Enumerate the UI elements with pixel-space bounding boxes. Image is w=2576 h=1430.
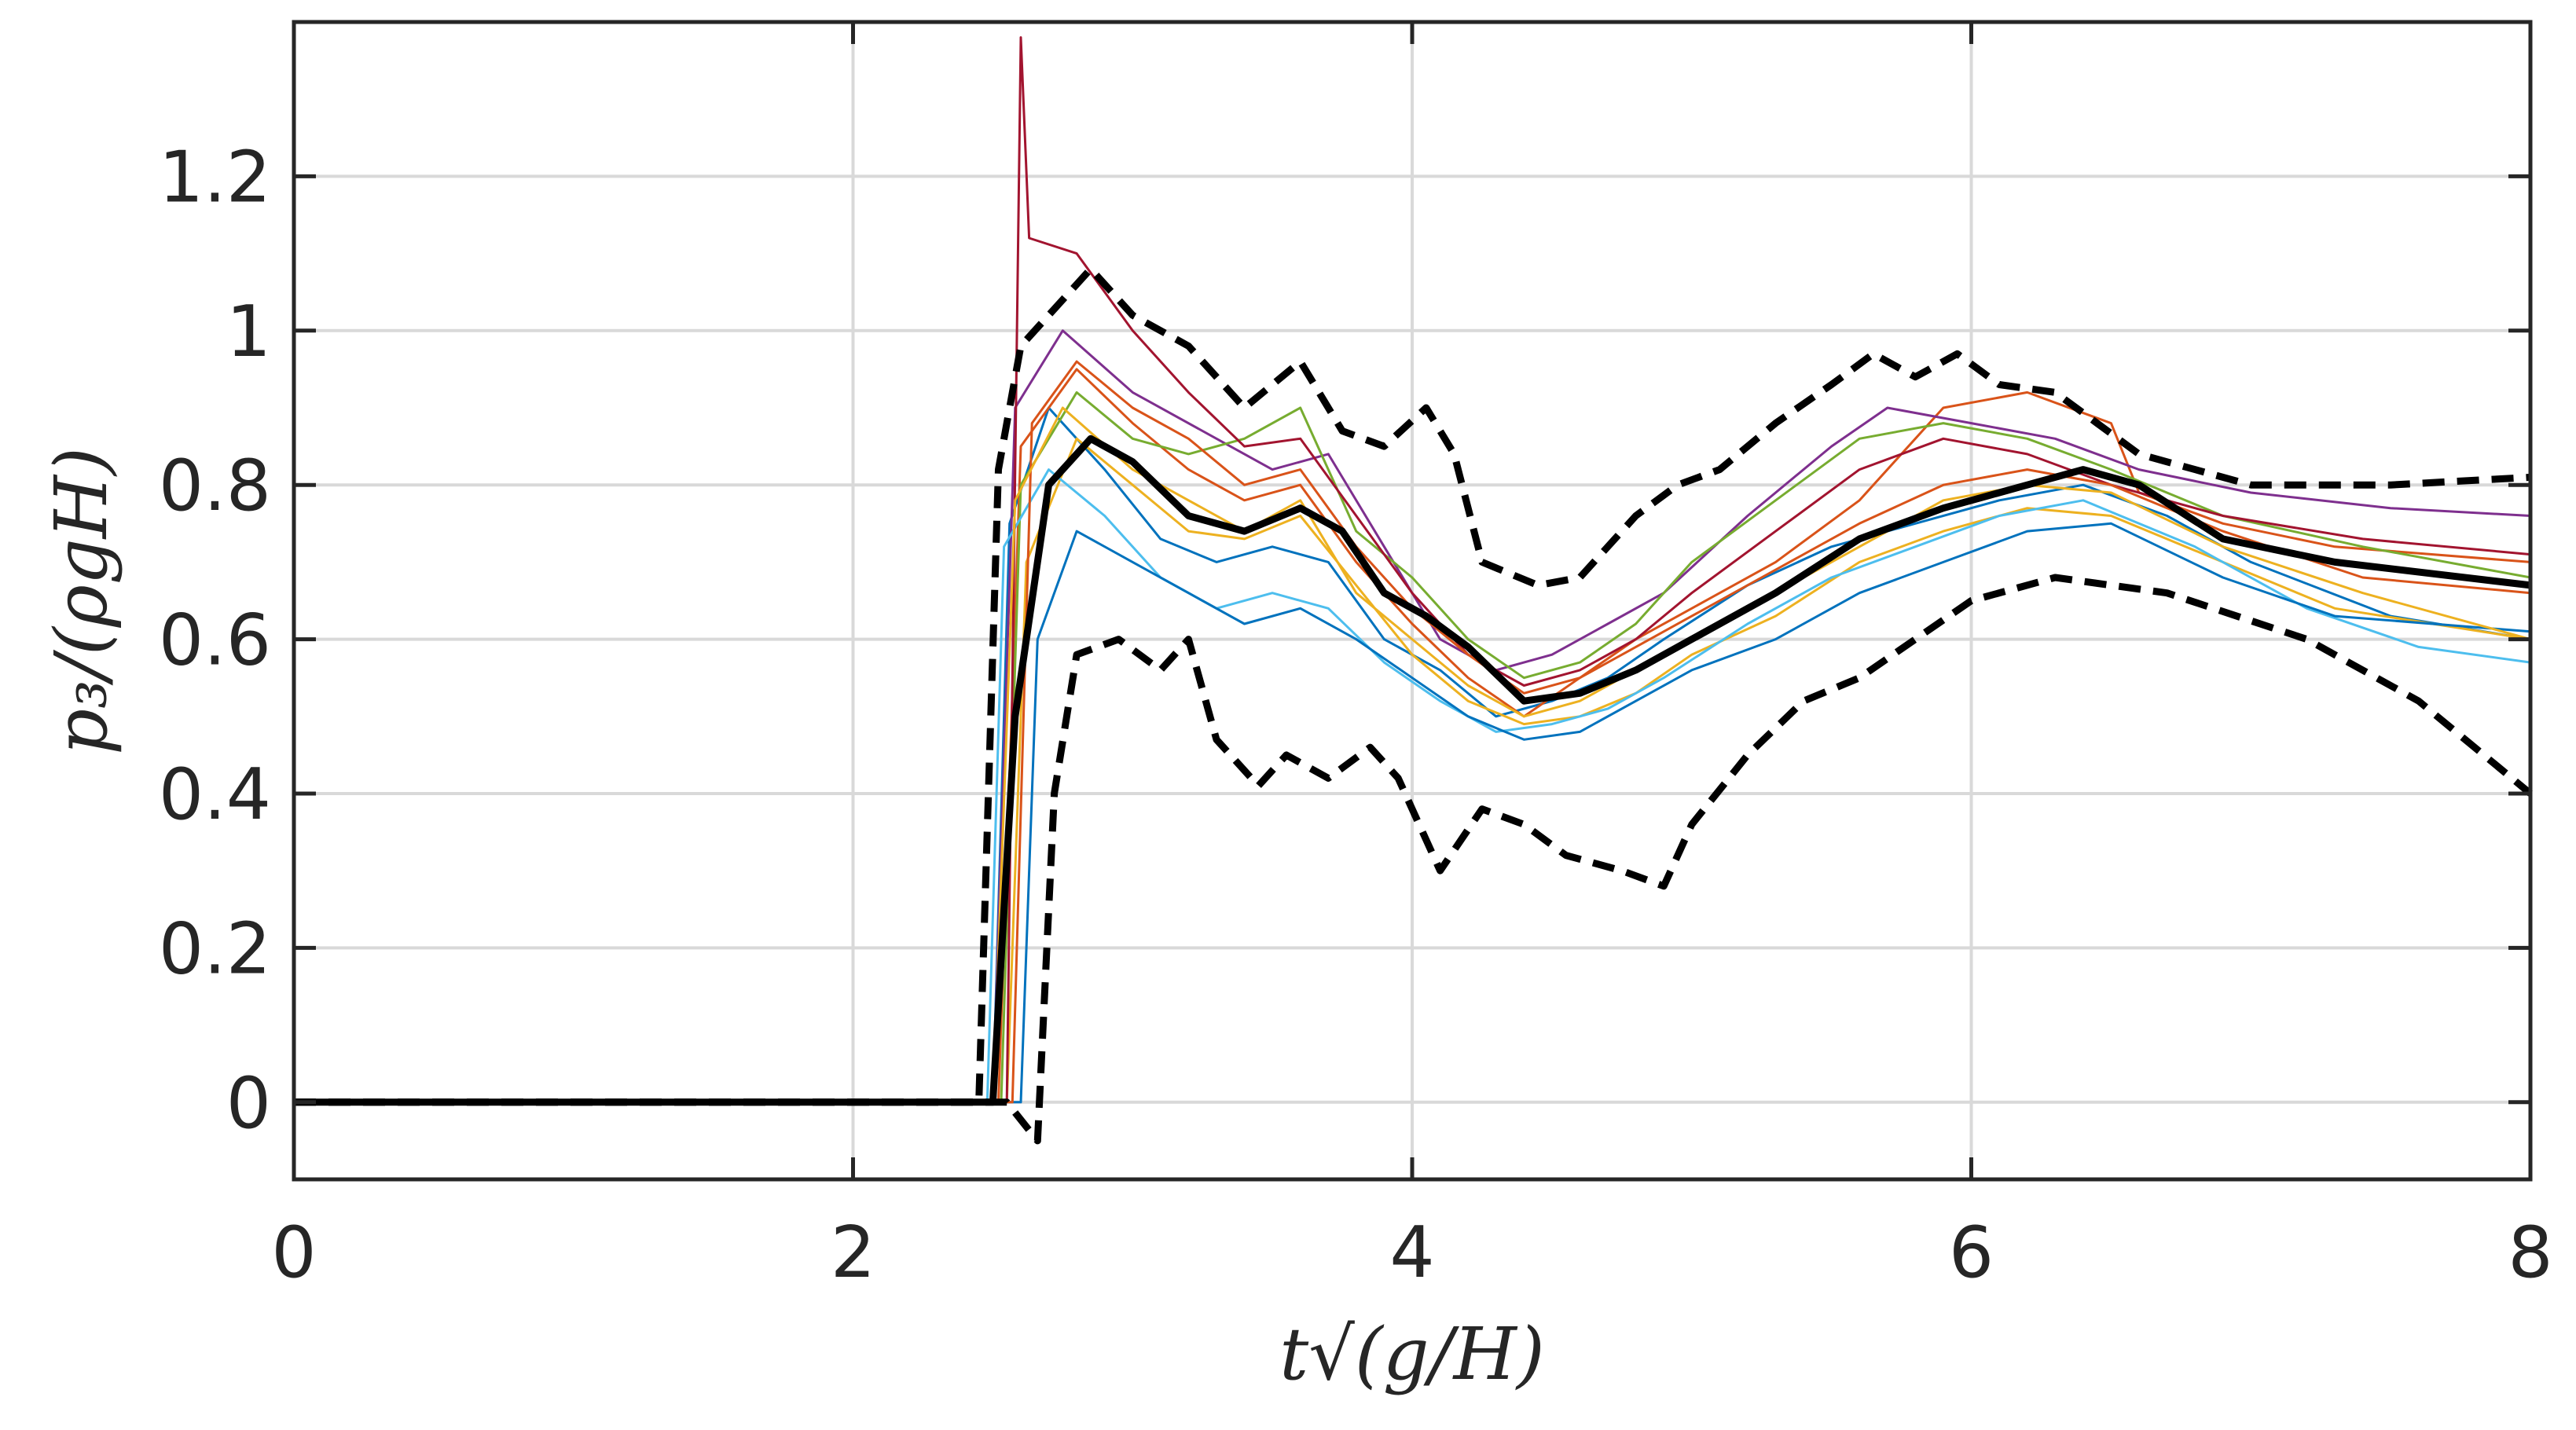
series-line-1 [294, 406, 2531, 1104]
y-tick-label: 0.6 [159, 600, 271, 682]
x-tick-label: 8 [2508, 1212, 2552, 1294]
x-tick-label: 6 [1949, 1212, 1994, 1294]
tick-marks [292, 22, 2533, 1179]
envelope-line-3 [294, 574, 2533, 1145]
y-tick-label: 0.4 [159, 754, 271, 836]
x-tick-label: 2 [831, 1212, 875, 1294]
x-tick-label: 0 [271, 1212, 316, 1294]
series-line-5 [294, 390, 2531, 1104]
x-tick-labels: 0 2 4 6 8 [271, 1212, 2552, 1294]
envelope-line-1 [294, 265, 2531, 1106]
series-line-3 [294, 437, 2531, 1104]
x-axis-label: t√(g/H) [1279, 1312, 1545, 1396]
y-tick-label: 1 [226, 291, 271, 373]
envelope-layer [294, 265, 2533, 1145]
y-tick-label: 0.8 [159, 445, 271, 527]
y-axis-label: p₃/(ρgH) [39, 447, 123, 755]
y-tick-label: 0.2 [159, 908, 271, 990]
y-tick-label: 1.2 [159, 136, 271, 218]
series-line-6 [294, 468, 2531, 1104]
x-tick-label: 4 [1389, 1212, 1434, 1294]
series-line-4 [294, 329, 2531, 1104]
series-line-8 [294, 522, 2531, 1104]
y-tick-label: 0 [226, 1062, 271, 1145]
y-tick-labels: 0 0.2 0.4 0.6 0.8 1 1.2 [159, 136, 271, 1144]
envelope-line-2 [294, 434, 2531, 1106]
